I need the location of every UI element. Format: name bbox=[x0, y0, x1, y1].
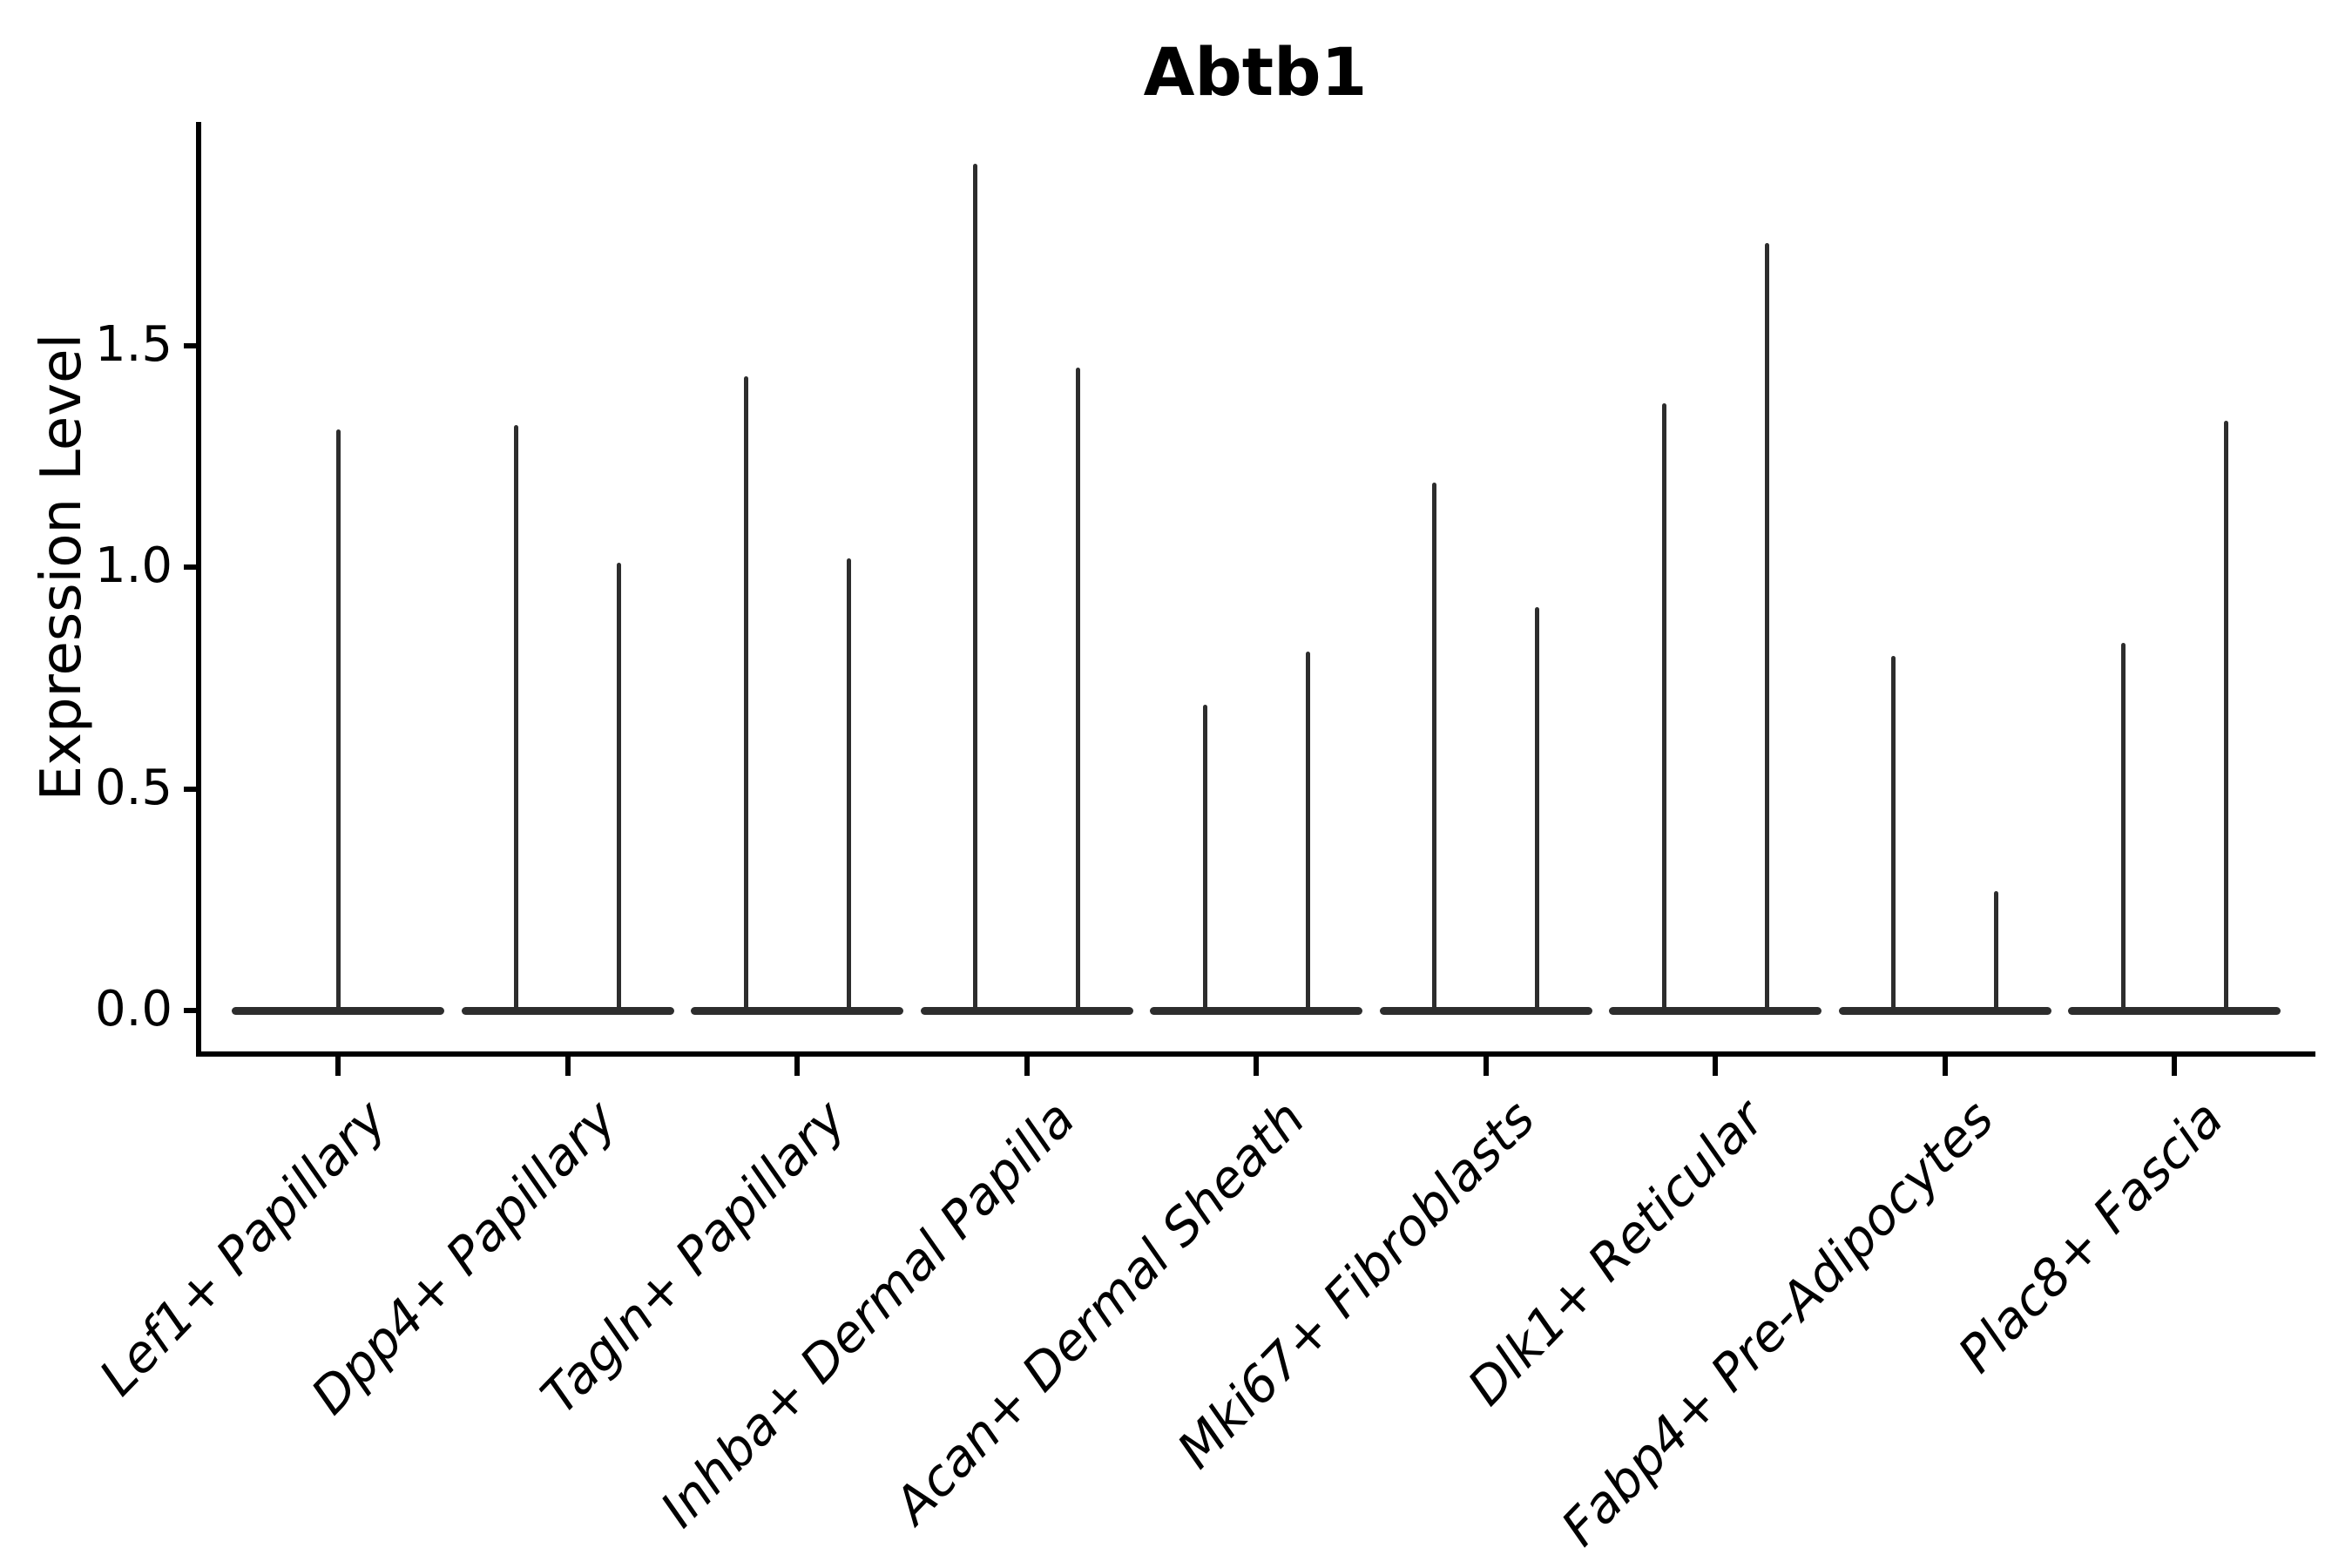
x-tick-mark bbox=[1254, 1057, 1259, 1076]
x-tick-label: Acan+ Dermal Sheath bbox=[882, 1089, 1316, 1535]
violin-spike bbox=[1994, 890, 1998, 1010]
x-tick-mark bbox=[335, 1057, 341, 1076]
violin-base bbox=[1609, 1007, 1821, 1015]
y-tick-mark bbox=[184, 1008, 196, 1013]
violin-base bbox=[1150, 1007, 1362, 1015]
x-tick-mark bbox=[1483, 1057, 1489, 1076]
violin-spike bbox=[1661, 402, 1666, 1010]
x-tick-mark bbox=[1024, 1057, 1030, 1076]
chart-title: Abtb1 bbox=[1143, 33, 1368, 111]
violin-base bbox=[920, 1007, 1133, 1015]
violin-base bbox=[691, 1007, 903, 1015]
x-tick-mark bbox=[1942, 1057, 1948, 1076]
violin-spike bbox=[846, 558, 851, 1010]
violin-spike bbox=[1432, 483, 1436, 1010]
x-tick-mark bbox=[1713, 1057, 1718, 1076]
violin-base bbox=[1838, 1007, 2051, 1015]
violin-spike bbox=[617, 562, 621, 1010]
violin-base bbox=[2068, 1007, 2281, 1015]
violin-spike bbox=[1202, 704, 1207, 1010]
x-tick-mark bbox=[2172, 1057, 2177, 1076]
y-tick-mark bbox=[184, 786, 196, 792]
x-tick-label: Inhba+ Dermal Papilla bbox=[649, 1089, 1087, 1539]
violin-spike bbox=[743, 376, 748, 1010]
x-tick-mark bbox=[564, 1057, 571, 1076]
violin-spike bbox=[1305, 651, 1310, 1010]
y-tick-mark bbox=[184, 564, 196, 570]
violin-spike bbox=[1891, 655, 1896, 1010]
violin-spike bbox=[1764, 243, 1769, 1010]
violin-spike bbox=[1076, 367, 1080, 1010]
x-axis-spine bbox=[196, 1051, 2315, 1057]
y-tick-label: 1.5 bbox=[94, 315, 172, 373]
y-tick-mark bbox=[184, 342, 196, 348]
violin-spike bbox=[514, 425, 518, 1010]
y-tick-label: 1.0 bbox=[94, 537, 172, 595]
x-tick-mark bbox=[794, 1057, 800, 1076]
violin-spike bbox=[973, 163, 977, 1010]
y-tick-label: 0.5 bbox=[94, 759, 172, 816]
violin-base bbox=[232, 1007, 444, 1015]
violin-base bbox=[1379, 1007, 1592, 1015]
violin-spike bbox=[335, 429, 341, 1010]
violin-spike bbox=[1535, 606, 1539, 1010]
x-tick-label: Fabp4+ Pre-Adipocytes bbox=[1549, 1089, 2005, 1558]
violin-spike bbox=[2120, 642, 2126, 1010]
violin-spike bbox=[2223, 421, 2228, 1010]
y-axis-spine bbox=[196, 122, 201, 1057]
y-tick-label: 0.0 bbox=[94, 981, 172, 1038]
violin-base bbox=[461, 1007, 674, 1015]
